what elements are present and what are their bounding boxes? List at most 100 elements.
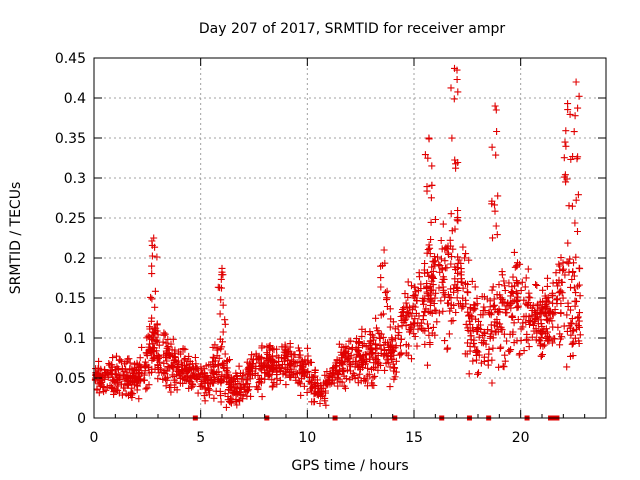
data-point xyxy=(170,376,178,384)
data-point xyxy=(428,263,436,271)
data-point xyxy=(543,282,551,290)
data-point xyxy=(491,306,499,314)
data-point xyxy=(491,328,499,336)
data-point xyxy=(575,317,583,325)
data-point xyxy=(217,275,225,283)
data-point xyxy=(126,359,134,367)
data-point xyxy=(321,371,329,379)
data-point xyxy=(304,344,311,352)
data-point xyxy=(437,297,445,305)
data-point xyxy=(239,395,247,403)
data-point xyxy=(288,368,296,376)
data-point xyxy=(296,380,304,388)
data-point xyxy=(387,343,395,351)
data-point xyxy=(445,330,453,338)
data-point xyxy=(356,370,364,378)
data-point xyxy=(330,379,338,387)
data-point xyxy=(503,337,511,345)
data-point xyxy=(251,369,259,377)
data-point xyxy=(396,351,404,359)
data-point xyxy=(217,398,225,406)
data-point xyxy=(234,380,242,388)
data-point xyxy=(488,356,496,364)
data-point xyxy=(425,134,433,142)
data-point xyxy=(492,106,500,114)
data-point xyxy=(508,312,516,320)
data-point xyxy=(136,354,144,362)
data-point xyxy=(412,288,420,296)
data-point xyxy=(149,328,157,336)
data-point xyxy=(404,309,412,316)
data-point xyxy=(559,267,567,275)
data-point xyxy=(314,388,322,396)
data-point xyxy=(270,346,278,354)
data-point xyxy=(411,292,419,300)
data-point xyxy=(369,349,376,356)
data-point xyxy=(210,354,218,362)
data-point xyxy=(455,256,463,264)
data-point xyxy=(462,250,470,258)
data-point xyxy=(411,315,419,323)
data-point xyxy=(538,352,545,360)
data-point xyxy=(526,294,534,302)
data-points xyxy=(91,64,584,411)
data-point xyxy=(537,320,545,328)
data-point xyxy=(467,336,475,344)
data-point xyxy=(384,339,392,347)
data-point xyxy=(431,257,439,265)
data-point xyxy=(290,371,297,379)
y-tick-labels: 0 0.05 0.1 0.15 0.2 0.25 0.3 0.35 0.4 0.45 xyxy=(55,51,86,427)
data-point xyxy=(423,288,431,296)
data-point xyxy=(217,345,225,353)
data-point xyxy=(516,260,524,268)
data-point xyxy=(532,281,540,288)
data-point xyxy=(444,344,452,352)
data-point xyxy=(102,369,110,377)
data-point xyxy=(297,391,305,399)
data-point xyxy=(532,336,540,344)
data-point xyxy=(490,295,498,303)
data-point xyxy=(466,347,474,355)
data-point xyxy=(273,375,281,383)
data-point xyxy=(425,324,432,332)
data-point xyxy=(179,346,187,354)
data-point xyxy=(418,324,425,332)
data-point xyxy=(380,246,388,254)
data-point xyxy=(511,263,519,271)
data-point xyxy=(474,348,482,356)
data-point xyxy=(133,386,141,394)
data-point xyxy=(322,387,329,395)
data-point xyxy=(339,367,346,375)
data-point xyxy=(439,289,447,297)
data-point xyxy=(437,255,445,263)
data-point xyxy=(461,254,468,262)
data-point xyxy=(403,304,411,312)
data-point xyxy=(414,325,422,333)
data-point xyxy=(160,351,168,359)
data-point xyxy=(108,361,116,369)
data-point xyxy=(465,312,472,320)
data-point xyxy=(220,359,228,367)
y-tick-label: 0.3 xyxy=(64,171,86,187)
data-point xyxy=(389,360,397,368)
data-point xyxy=(491,301,498,309)
data-point xyxy=(161,330,169,338)
data-point xyxy=(468,277,476,285)
data-point xyxy=(283,365,291,373)
data-point xyxy=(113,352,120,360)
data-point xyxy=(95,357,103,365)
data-point xyxy=(106,382,114,389)
data-point xyxy=(454,269,461,277)
data-point xyxy=(565,202,573,210)
data-point xyxy=(386,323,394,331)
data-point xyxy=(200,373,208,381)
data-point xyxy=(162,339,170,347)
data-point xyxy=(514,316,522,323)
data-point xyxy=(544,328,551,336)
data-point xyxy=(459,243,467,251)
data-point xyxy=(109,376,117,384)
data-point xyxy=(322,401,330,409)
data-point xyxy=(204,379,212,387)
data-point xyxy=(312,382,319,390)
data-point xyxy=(427,294,435,302)
